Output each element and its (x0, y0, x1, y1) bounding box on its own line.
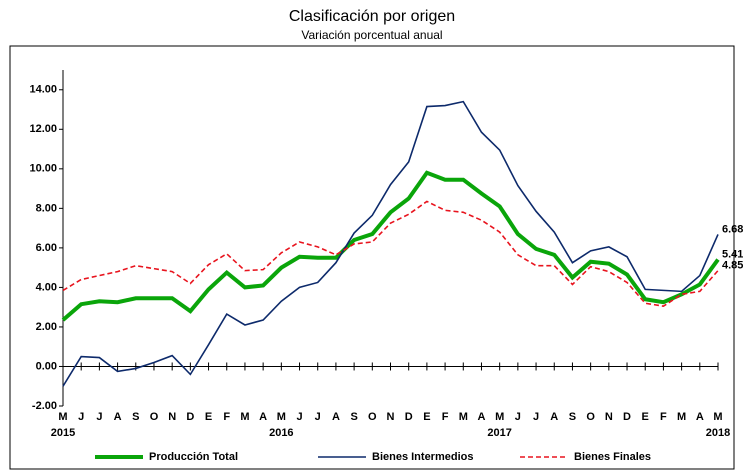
x-tick-label: N (168, 411, 176, 423)
value-label: 4.85 (722, 260, 743, 272)
x-tick-label: E (205, 411, 212, 423)
x-tick-label: A (114, 411, 122, 423)
x-tick-label: M (58, 411, 67, 423)
x-tick-label: M (277, 411, 286, 423)
x-tick-label: A (550, 411, 558, 423)
x-tick-label: D (623, 411, 631, 423)
x-tick-label: J (96, 411, 102, 423)
value-label: 6.68 (722, 223, 743, 235)
year-label: 2016 (269, 427, 293, 439)
series-line (62, 200, 719, 308)
x-tick-label: M (713, 411, 722, 423)
y-tick-label: 14.00 (29, 84, 57, 96)
x-tick-label: S (569, 411, 576, 423)
series-line (62, 100, 719, 387)
y-tick-label: 8.00 (36, 202, 57, 214)
y-tick-label: 6.00 (36, 242, 57, 254)
x-tick-label: J (533, 411, 539, 423)
x-tick-label: M (677, 411, 686, 423)
y-tick-label: 2.00 (36, 321, 57, 333)
y-tick-label: 10.00 (29, 163, 57, 175)
chart-frame (9, 45, 735, 470)
x-tick-label: A (332, 411, 340, 423)
legend-label: Bienes Finales (574, 451, 651, 463)
x-tick-label: O (150, 411, 159, 423)
y-tick-label: -2.00 (32, 400, 57, 412)
year-label: 2018 (706, 427, 730, 439)
x-tick-label: J (296, 411, 302, 423)
x-tick-label: O (586, 411, 595, 423)
chart-subtitle: Variación porcentual anual (301, 28, 442, 42)
x-tick-label: M (495, 411, 504, 423)
x-tick-label: O (368, 411, 377, 423)
x-tick-label: A (477, 411, 485, 423)
x-tick-label: E (423, 411, 430, 423)
value-label: 5.41 (722, 248, 743, 260)
x-tick-label: S (132, 411, 139, 423)
chart-title: Clasificación por origen (289, 8, 455, 25)
x-tick-label: F (442, 411, 449, 423)
x-tick-label: A (696, 411, 704, 423)
y-tick-label: 0.00 (36, 360, 57, 372)
series-line (61, 170, 720, 322)
x-tick-label: E (642, 411, 649, 423)
legend-label: Producción Total (149, 451, 238, 463)
x-tick-label: N (605, 411, 613, 423)
x-tick-label: D (405, 411, 413, 423)
x-tick-label: A (259, 411, 267, 423)
year-label: 2015 (51, 427, 75, 439)
y-tick-label: 4.00 (36, 281, 57, 293)
year-label: 2017 (487, 427, 511, 439)
x-tick-label: J (78, 411, 84, 423)
x-tick-label: M (459, 411, 468, 423)
y-tick-label: 12.00 (29, 123, 57, 135)
x-tick-label: J (515, 411, 521, 423)
x-tick-label: S (350, 411, 357, 423)
legend-label: Bienes Intermedios (372, 451, 473, 463)
x-tick-label: N (387, 411, 395, 423)
x-tick-label: F (660, 411, 667, 423)
x-tick-label: J (315, 411, 321, 423)
x-tick-label: D (186, 411, 194, 423)
x-tick-label: M (240, 411, 249, 423)
x-tick-label: F (223, 411, 230, 423)
